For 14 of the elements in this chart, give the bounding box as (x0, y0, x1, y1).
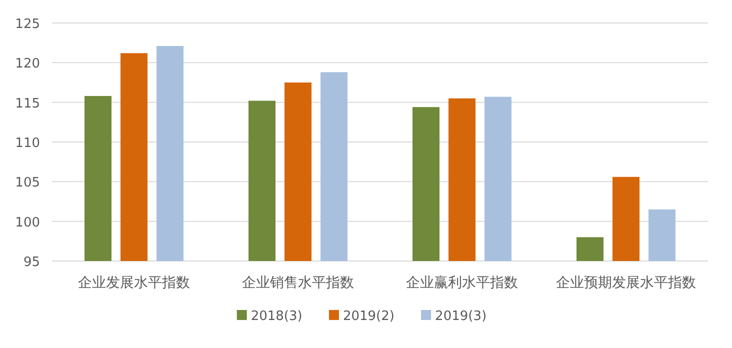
y-tick-label: 110 (15, 136, 40, 151)
x-tick-label: 企业预期发展水平指数 (556, 275, 696, 291)
y-tick-label: 105 (15, 176, 40, 191)
y-tick-label: 125 (15, 17, 40, 32)
y-tick-label: 115 (15, 96, 40, 112)
x-tick-label: 企业销售水平指数 (242, 275, 354, 291)
x-tick-label: 企业赢利水平指数 (406, 275, 518, 291)
legend-label: 2019(2) (342, 309, 394, 324)
y-tick-label: 120 (15, 56, 40, 72)
legend-label: 2018(3) (250, 309, 302, 324)
legend-label: 2019(3) (435, 309, 487, 324)
y-tick-label: 95 (23, 255, 40, 270)
y-tick-label: 100 (15, 215, 40, 230)
x-tick-label: 企业发展水平指数 (78, 275, 190, 291)
